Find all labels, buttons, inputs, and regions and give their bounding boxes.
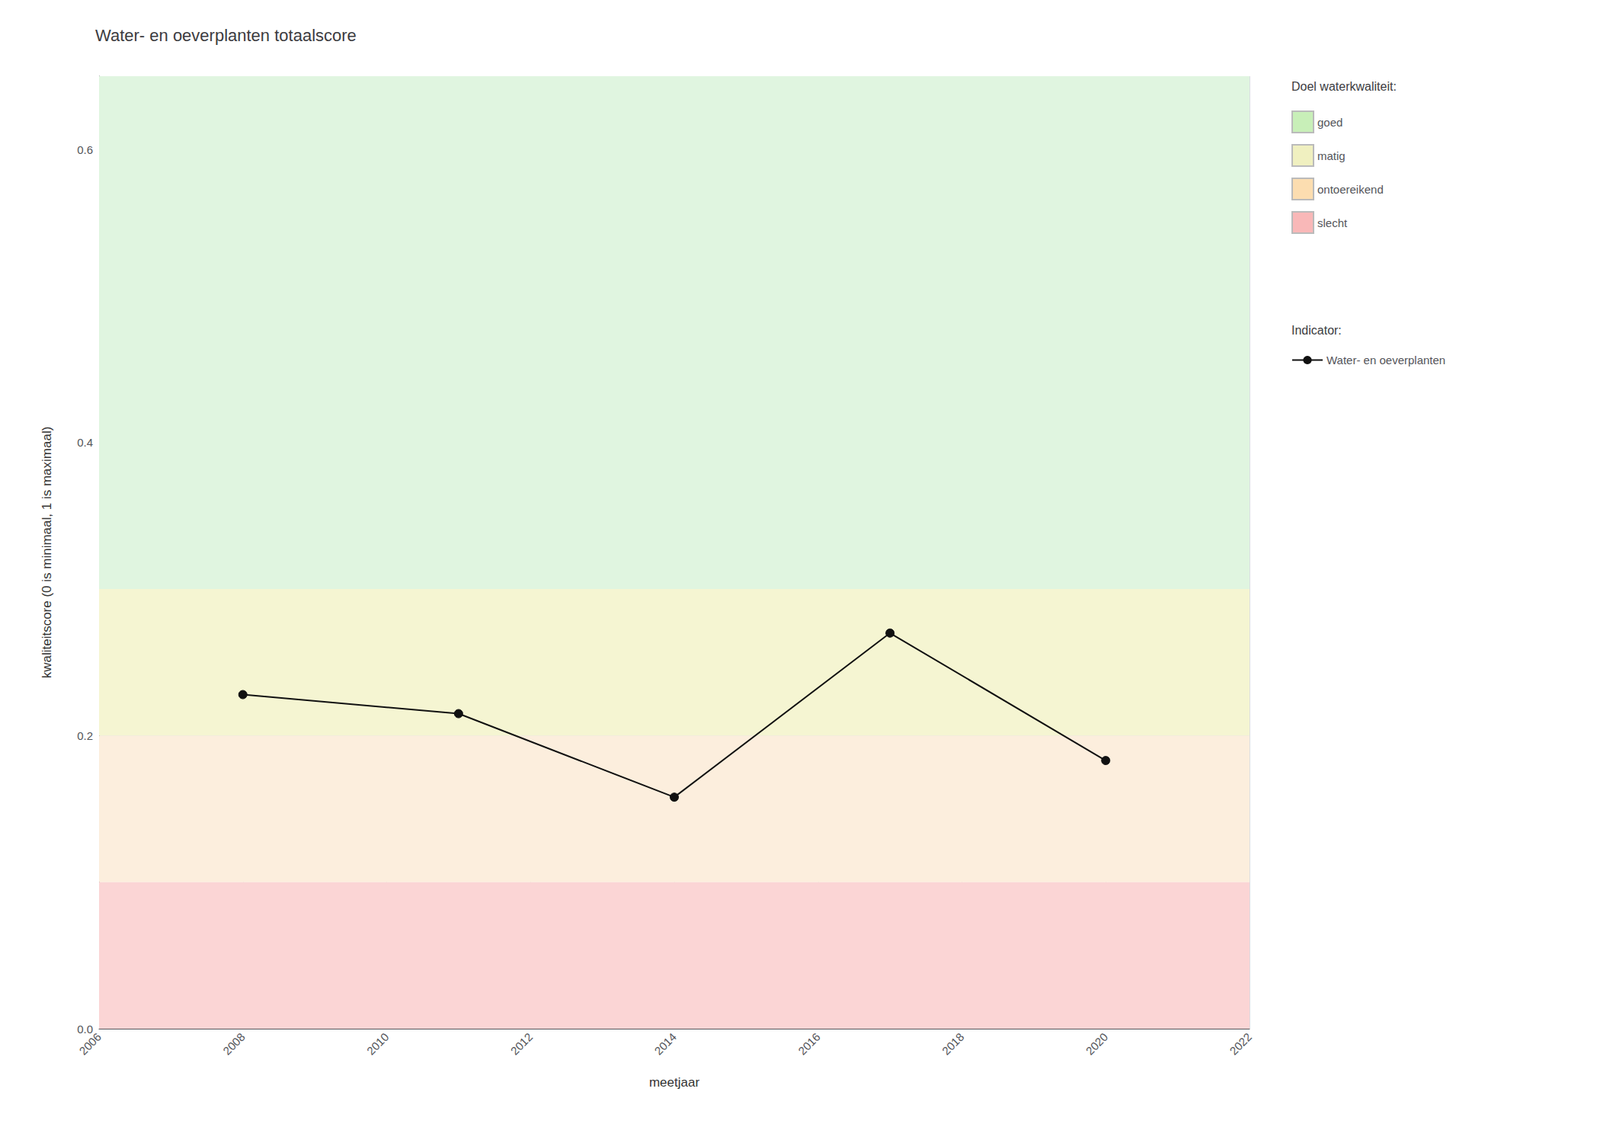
svg-text:goed: goed xyxy=(1317,115,1343,129)
svg-text:2022: 2022 xyxy=(1226,1030,1255,1058)
svg-text:2018: 2018 xyxy=(939,1030,967,1058)
svg-text:ontoereikend: ontoereikend xyxy=(1317,182,1384,196)
svg-text:2016: 2016 xyxy=(795,1030,823,1058)
svg-text:Water- en oeverplanten totaals: Water- en oeverplanten totaalscore xyxy=(95,25,357,45)
svg-text:0.2: 0.2 xyxy=(76,729,93,743)
svg-text:2014: 2014 xyxy=(651,1030,679,1058)
svg-text:Water- en oeverplanten: Water- en oeverplanten xyxy=(1326,353,1446,367)
svg-text:slecht: slecht xyxy=(1317,216,1348,230)
svg-text:Indicator:: Indicator: xyxy=(1291,323,1342,337)
svg-text:2008: 2008 xyxy=(220,1030,248,1058)
svg-text:kwaliteitscore (0 is minimaal,: kwaliteitscore (0 is minimaal, 1 is maxi… xyxy=(39,426,55,679)
svg-text:Doel waterkwaliteit:: Doel waterkwaliteit: xyxy=(1291,80,1397,93)
svg-text:2020: 2020 xyxy=(1083,1030,1111,1058)
svg-text:2006: 2006 xyxy=(76,1030,104,1058)
svg-text:meetjaar: meetjaar xyxy=(649,1075,700,1090)
svg-text:0.4: 0.4 xyxy=(76,435,93,449)
svg-text:2012: 2012 xyxy=(508,1030,536,1058)
svg-text:2010: 2010 xyxy=(364,1030,392,1058)
svg-text:matig: matig xyxy=(1317,149,1346,163)
svg-text:0.6: 0.6 xyxy=(76,143,93,157)
svg-text:0.0: 0.0 xyxy=(77,1022,93,1036)
